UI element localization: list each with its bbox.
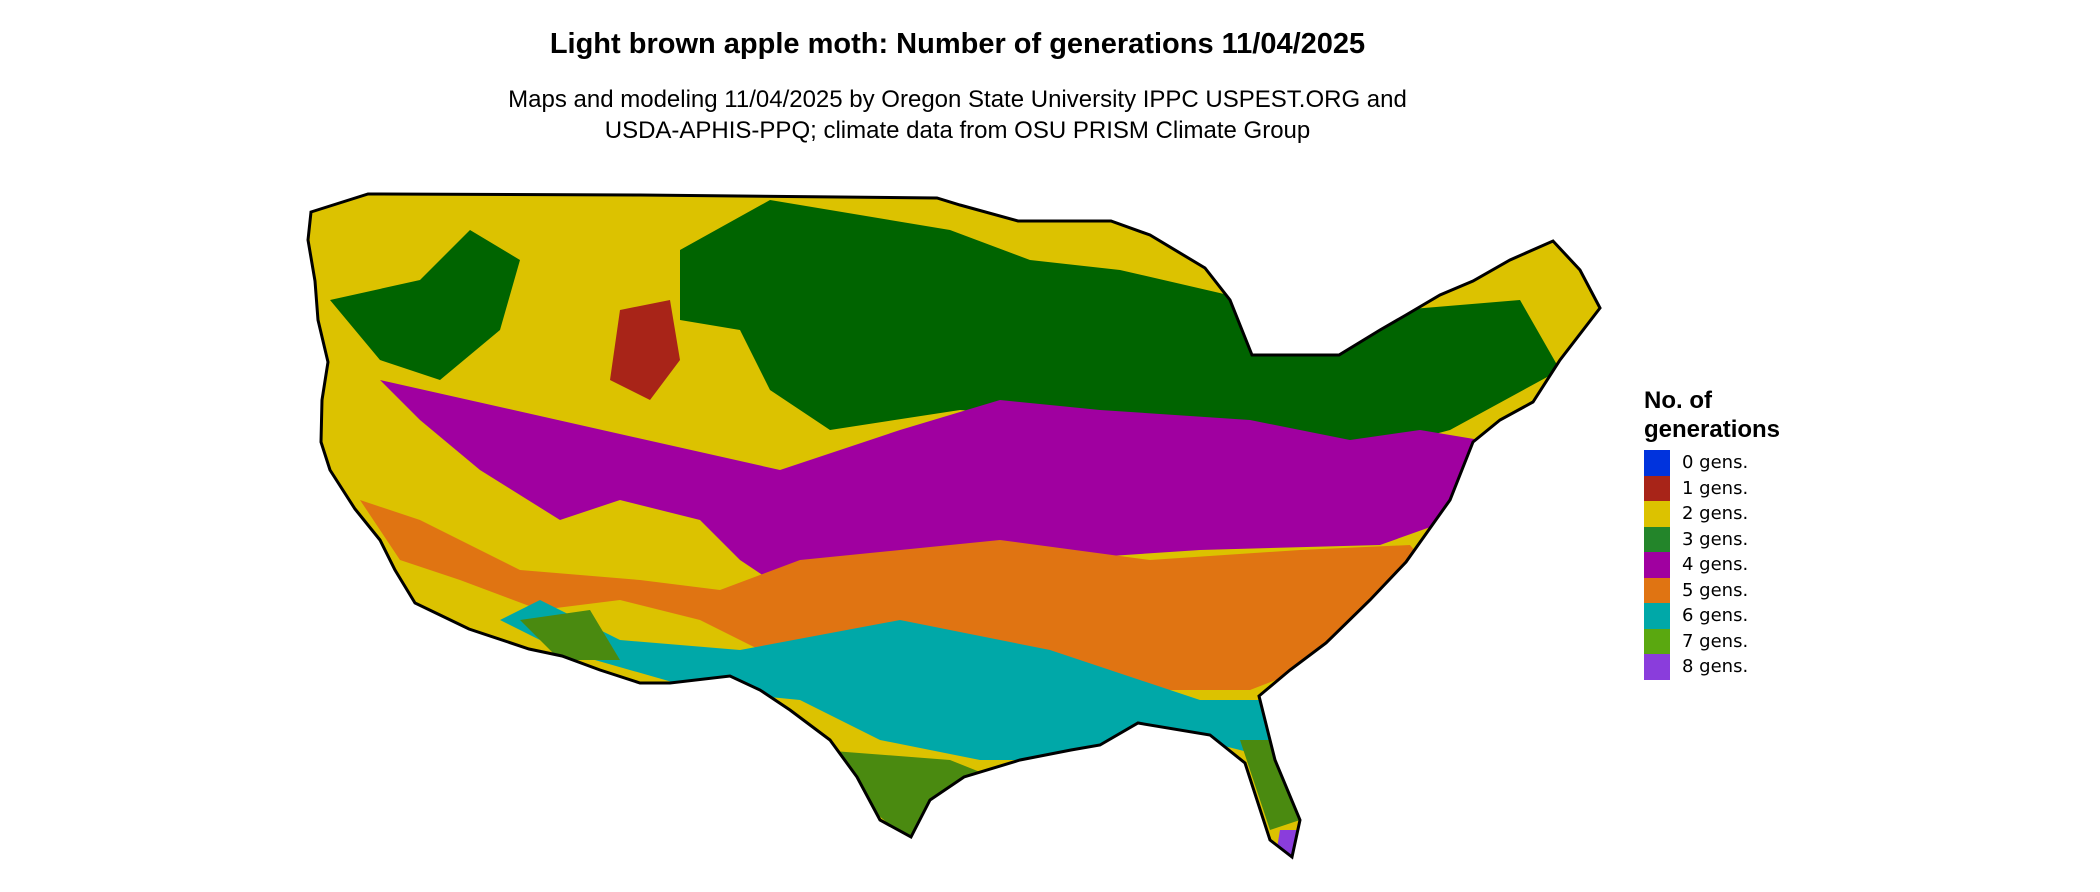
legend-item: 5 gens. [1644,577,1780,603]
region-4-gens [380,380,1480,600]
legend-item: 8 gens. [1644,654,1780,680]
region-1-gens [610,300,680,400]
legend-item: 7 gens. [1644,628,1780,654]
legend-item: 6 gens. [1644,603,1780,629]
legend-item: 1 gens. [1644,475,1780,501]
legend-label: 8 gens. [1682,656,1749,678]
map-subtitle-line-2: USDA-APHIS-PPQ; climate data from OSU PR… [604,117,1311,144]
legend-label: 2 gens. [1682,503,1749,525]
legend-label: 4 gens. [1682,554,1749,576]
legend-swatch [1644,450,1670,476]
legend-item: 2 gens. [1644,501,1780,527]
region-7-gens-arizona [520,610,620,660]
legend-swatch [1644,552,1670,578]
legend-swatch [1644,501,1670,527]
legend-item: 3 gens. [1644,526,1780,552]
map-subtitle-line-1: Maps and modeling 11/04/2025 by Oregon S… [508,86,1407,113]
legend-label: 5 gens. [1682,579,1749,601]
legend-label: 6 gens. [1682,605,1749,627]
region-7-gens-florida [1240,740,1300,830]
map-title: Light brown apple moth: Number of genera… [549,28,1366,60]
region-3-gens [680,200,1560,470]
legend-title-line-2: generations [1644,416,1781,443]
region-7-gens [820,750,1000,850]
legend-title-line-1: No. of [1644,387,1712,414]
region-5-gens [360,500,1440,690]
legend-swatch [1644,526,1670,552]
legend-swatch [1644,628,1670,654]
legend-item: 0 gens. [1644,450,1780,476]
legend-swatch [1644,475,1670,501]
legend-label: 1 gens. [1682,477,1749,499]
region-6-gens [500,600,1280,760]
legend-swatch [1644,654,1670,680]
legend-label: 0 gens. [1682,452,1749,474]
legend: No. of generations 0 gens. 1 gens. 2 gens.… [1644,386,1780,680]
legend-swatch [1644,603,1670,629]
legend-label: 7 gens. [1682,630,1749,652]
legend-label: 3 gens. [1682,528,1749,550]
region-3-gens-west [330,230,520,380]
legend-title: No. of generations [1644,386,1780,444]
legend-item: 4 gens. [1644,552,1780,578]
legend-swatch [1644,577,1670,603]
